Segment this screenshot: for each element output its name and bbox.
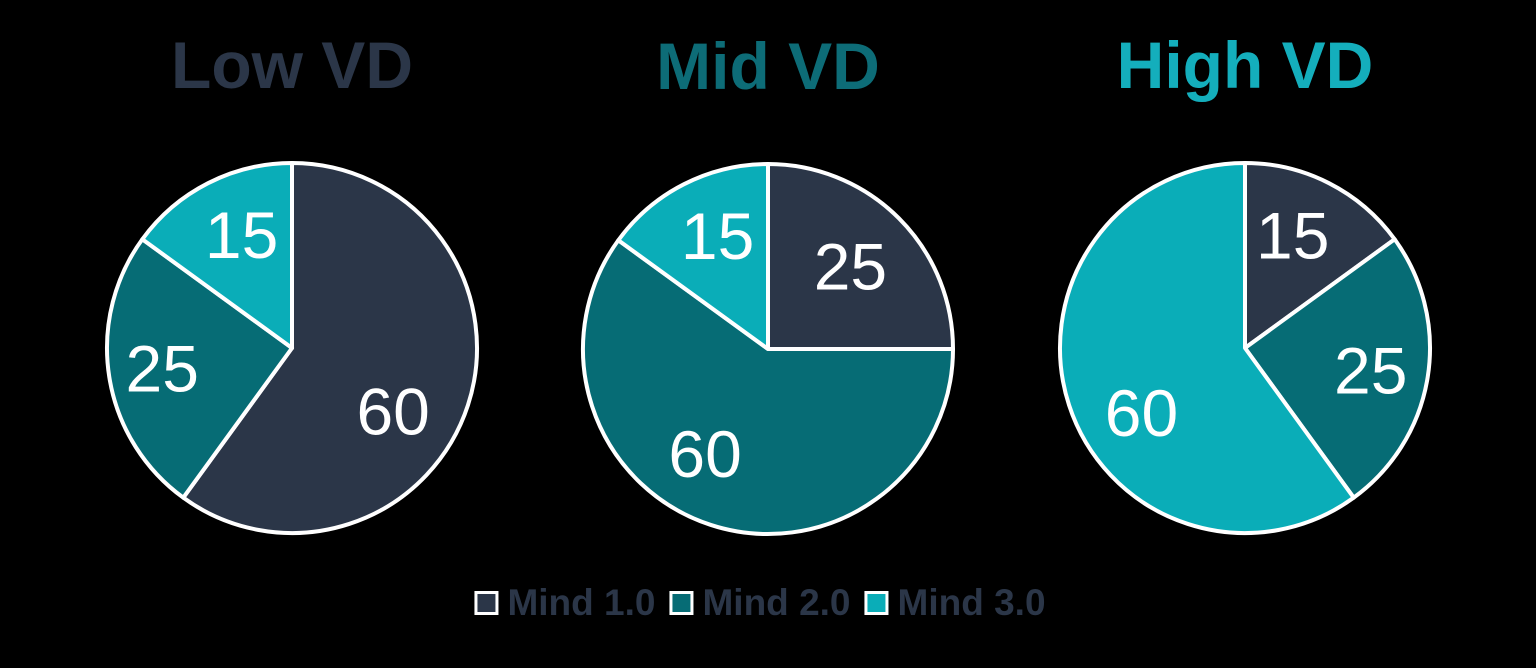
legend-swatch-icon [864,590,889,615]
pie-slice-label: 25 [814,230,887,304]
pie-slice-label: 60 [668,417,741,491]
pie-slice [766,162,955,351]
pie-slice [1243,161,1397,350]
pie-slice [140,161,294,350]
pie-slice [181,161,479,535]
legend-item: Mind 3.0 [864,582,1046,623]
legend-swatch-icon [474,590,499,615]
pie-slice-label: 60 [1105,376,1178,450]
pie-slice-label: 25 [126,332,199,406]
legend-item: Mind 2.0 [669,582,851,623]
legend-label: Mind 2.0 [702,582,851,623]
legend: Mind 1.0 Mind 2.0 Mind 3.0 [474,582,1046,623]
pie-slice [105,237,294,500]
pie-slice-label: 15 [1256,199,1329,273]
pie-slice [581,238,955,536]
pie-title-mid-vd: Mid VD [656,29,880,103]
legend-swatch-icon [669,590,694,615]
pie-mid-vd: 25 60 15 [581,162,955,536]
pie-chart-low-vd: Low VD 60 25 15 [97,32,487,543]
legend-label: Mind 1.0 [507,582,656,623]
pie-title-low-vd: Low VD [171,28,413,102]
pie-slice-label: 15 [205,198,278,272]
pie-chart-high-vd: High VD 15 25 60 [1050,32,1440,543]
pie-title-high-vd: High VD [1116,28,1374,102]
pie-slice-label: 60 [356,374,429,448]
pie-slice-label: 25 [1334,333,1407,407]
pie-slice [616,162,770,351]
pie-slice [1243,237,1432,500]
pie-slice-label: 15 [681,199,754,273]
pie-slice [1058,161,1356,535]
legend-label: Mind 3.0 [897,582,1046,623]
legend-item: Mind 1.0 [474,584,655,621]
pie-chart-mid-vd: Mid VD 25 60 15 [573,33,963,544]
